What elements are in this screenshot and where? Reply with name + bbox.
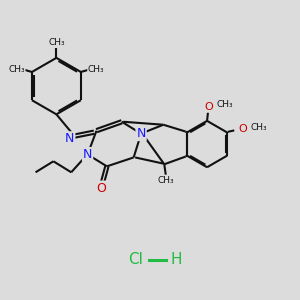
- Text: CH₃: CH₃: [158, 176, 174, 185]
- Text: CH₃: CH₃: [8, 64, 25, 74]
- Text: N: N: [136, 127, 146, 140]
- Text: CH₃: CH₃: [48, 38, 65, 47]
- Text: N: N: [83, 148, 92, 161]
- Text: O: O: [96, 182, 106, 194]
- Text: H: H: [170, 253, 182, 268]
- Text: Cl: Cl: [128, 253, 142, 268]
- Text: CH₃: CH₃: [217, 100, 233, 109]
- Text: CH₃: CH₃: [88, 64, 105, 74]
- Text: O: O: [204, 102, 213, 112]
- Text: CH₃: CH₃: [250, 123, 267, 132]
- Text: O: O: [238, 124, 247, 134]
- Text: N: N: [65, 132, 74, 145]
